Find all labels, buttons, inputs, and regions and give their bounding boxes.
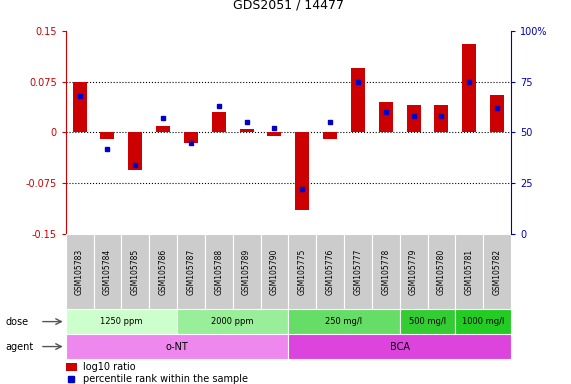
Bar: [428, 234, 456, 309]
Bar: [73, 82, 87, 132]
Bar: [212, 112, 226, 132]
Bar: [233, 234, 260, 309]
Bar: [177, 309, 288, 334]
Bar: [407, 105, 421, 132]
Text: GSM105785: GSM105785: [131, 248, 140, 295]
Text: GSM105786: GSM105786: [159, 248, 168, 295]
Bar: [463, 44, 476, 132]
Bar: [435, 105, 448, 132]
Bar: [184, 132, 198, 143]
Text: percentile rank within the sample: percentile rank within the sample: [83, 374, 248, 384]
Text: 1000 mg/l: 1000 mg/l: [462, 317, 504, 326]
Bar: [288, 234, 316, 309]
Bar: [456, 234, 483, 309]
Text: GSM105787: GSM105787: [186, 248, 195, 295]
Bar: [400, 234, 428, 309]
Bar: [100, 132, 114, 139]
Text: 500 mg/l: 500 mg/l: [409, 317, 446, 326]
Bar: [372, 234, 400, 309]
Text: 2000 ppm: 2000 ppm: [211, 317, 254, 326]
Bar: [66, 309, 177, 334]
Text: GSM105779: GSM105779: [409, 248, 418, 295]
Bar: [128, 132, 142, 170]
Text: 250 mg/l: 250 mg/l: [325, 317, 363, 326]
Bar: [149, 234, 177, 309]
Bar: [260, 234, 288, 309]
Text: agent: agent: [6, 341, 34, 352]
Text: BCA: BCA: [389, 341, 410, 352]
Bar: [490, 95, 504, 132]
Text: GSM105784: GSM105784: [103, 248, 112, 295]
Text: GSM105783: GSM105783: [75, 248, 84, 295]
Text: o-NT: o-NT: [166, 341, 188, 352]
Text: GDS2051 / 14477: GDS2051 / 14477: [233, 0, 344, 12]
Bar: [316, 234, 344, 309]
Text: GSM105776: GSM105776: [325, 248, 335, 295]
Bar: [240, 129, 254, 132]
Bar: [323, 132, 337, 139]
Bar: [66, 334, 288, 359]
Bar: [483, 234, 511, 309]
Text: 1250 ppm: 1250 ppm: [100, 317, 143, 326]
Bar: [379, 102, 393, 132]
Bar: [267, 132, 282, 136]
Bar: [288, 334, 511, 359]
Text: GSM105790: GSM105790: [270, 248, 279, 295]
Bar: [94, 234, 122, 309]
Bar: [344, 234, 372, 309]
Text: GSM105778: GSM105778: [381, 248, 391, 295]
Bar: [122, 234, 149, 309]
Bar: [205, 234, 233, 309]
Bar: [66, 234, 94, 309]
Bar: [400, 309, 456, 334]
Text: GSM105788: GSM105788: [214, 248, 223, 295]
Text: log10 ratio: log10 ratio: [83, 362, 136, 372]
Text: GSM105781: GSM105781: [465, 248, 474, 295]
Bar: [288, 309, 400, 334]
Bar: [456, 309, 511, 334]
Text: GSM105780: GSM105780: [437, 248, 446, 295]
Bar: [66, 362, 77, 371]
Bar: [177, 234, 205, 309]
Bar: [156, 126, 170, 132]
Text: GSM105775: GSM105775: [297, 248, 307, 295]
Text: dose: dose: [6, 316, 29, 327]
Text: GSM105777: GSM105777: [353, 248, 363, 295]
Text: GSM105782: GSM105782: [493, 248, 502, 295]
Bar: [295, 132, 309, 210]
Text: GSM105789: GSM105789: [242, 248, 251, 295]
Bar: [351, 68, 365, 132]
